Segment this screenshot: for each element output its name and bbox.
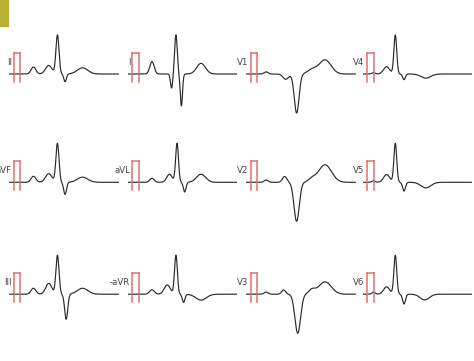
Text: Pre-excitation: Pre-excitation <box>11 6 93 19</box>
Text: I: I <box>128 58 130 67</box>
Text: V6: V6 <box>354 278 365 287</box>
Text: -aVR: -aVR <box>110 278 130 287</box>
Text: III: III <box>4 278 12 287</box>
Text: II: II <box>7 58 12 67</box>
Text: V2: V2 <box>237 166 249 175</box>
Text: V3: V3 <box>237 278 249 287</box>
Bar <box>0 0 8 26</box>
Text: V1: V1 <box>237 58 249 67</box>
Text: V4: V4 <box>354 58 365 67</box>
Text: aVF: aVF <box>0 166 12 175</box>
Text: V5: V5 <box>354 166 365 175</box>
Text: aVL: aVL <box>114 166 130 175</box>
